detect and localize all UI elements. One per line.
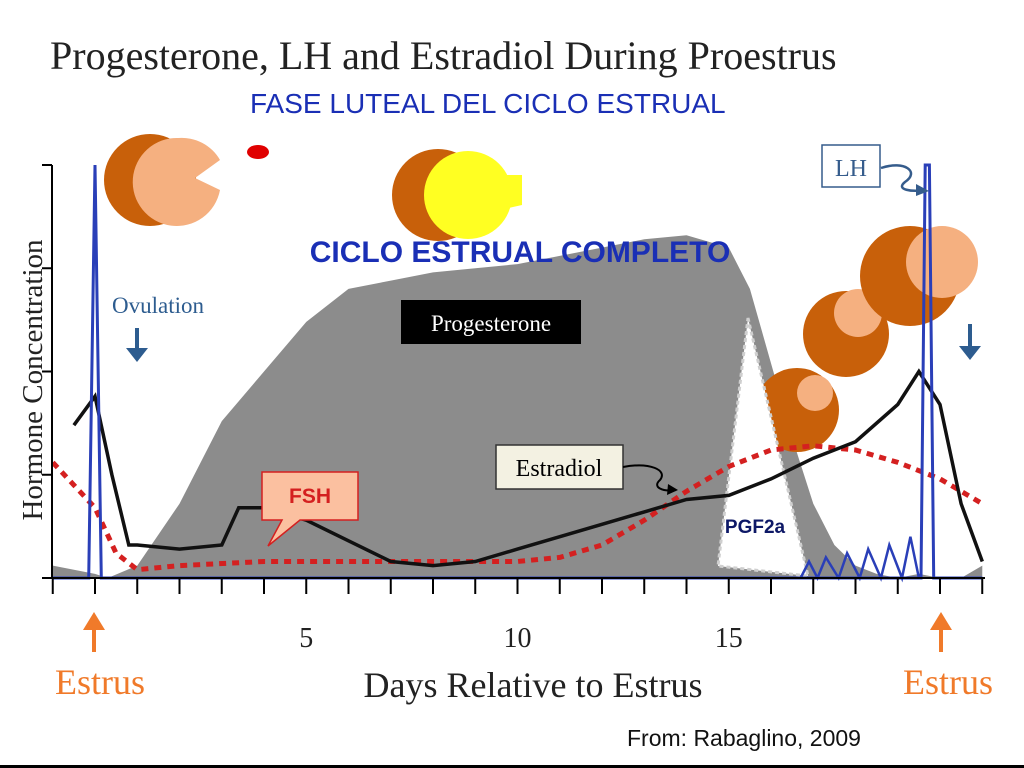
ovulation-arrow-right-icon: [959, 324, 981, 360]
pgf2a-label: PGF2a: [725, 517, 786, 538]
estrus-label-left: Estrus: [55, 662, 145, 702]
pgf2a-triangle: [716, 317, 810, 578]
estrus-arrow-left-icon: [83, 612, 105, 652]
fsh-label: FSH: [289, 485, 331, 508]
series-estradiol-line: [72, 368, 984, 568]
follicle-illustration-left: [104, 134, 220, 226]
series-progesterone-area: [52, 235, 983, 578]
x-tick-label: 10: [504, 623, 532, 654]
estrus-arrow-right-icon: [930, 612, 952, 652]
lh-callout: LH: [821, 144, 929, 196]
progesterone-label: Progesterone: [431, 311, 551, 336]
follicle-illustration-medium: [803, 289, 889, 377]
x-tick-label: 15: [715, 623, 743, 654]
cycle-headline: CICLO ESTRUAL COMPLETO: [310, 236, 731, 269]
follicle-illustration-small: [755, 368, 839, 452]
corpus-luteum-illustration: [392, 149, 522, 241]
ovulation-arrow-icon: [126, 328, 148, 362]
lh-label: LH: [835, 156, 867, 182]
estrus-label-right: Estrus: [903, 662, 993, 702]
estradiol-callout: Estradiol: [495, 444, 678, 495]
x-tick-labels: 5 10 15: [299, 623, 743, 654]
oocyte-icon: [247, 145, 269, 159]
x-axis-label: Days Relative to Estrus: [364, 665, 703, 705]
source-credit: From: Rabaglino, 2009: [627, 725, 861, 751]
y-ticks: [42, 164, 52, 579]
series-fsh-line: [50, 443, 984, 573]
x-tick-label: 5: [299, 623, 313, 654]
y-axis-label: Hormone Concentration: [17, 239, 49, 521]
slide-title: Progesterone, LH and Estradiol During Pr…: [50, 33, 837, 78]
follicle-illustration-large: [860, 226, 978, 326]
progesterone-label-box: Progesterone: [401, 300, 581, 344]
x-ticks: [51, 578, 984, 594]
fsh-callout: FSH: [261, 471, 359, 547]
estradiol-label: Estradiol: [516, 456, 603, 482]
slide-subtitle: FASE LUTEAL DEL CICLO ESTRUAL: [250, 88, 726, 119]
ovulation-label: Ovulation: [112, 293, 204, 318]
bottom-divider: [0, 765, 1024, 768]
